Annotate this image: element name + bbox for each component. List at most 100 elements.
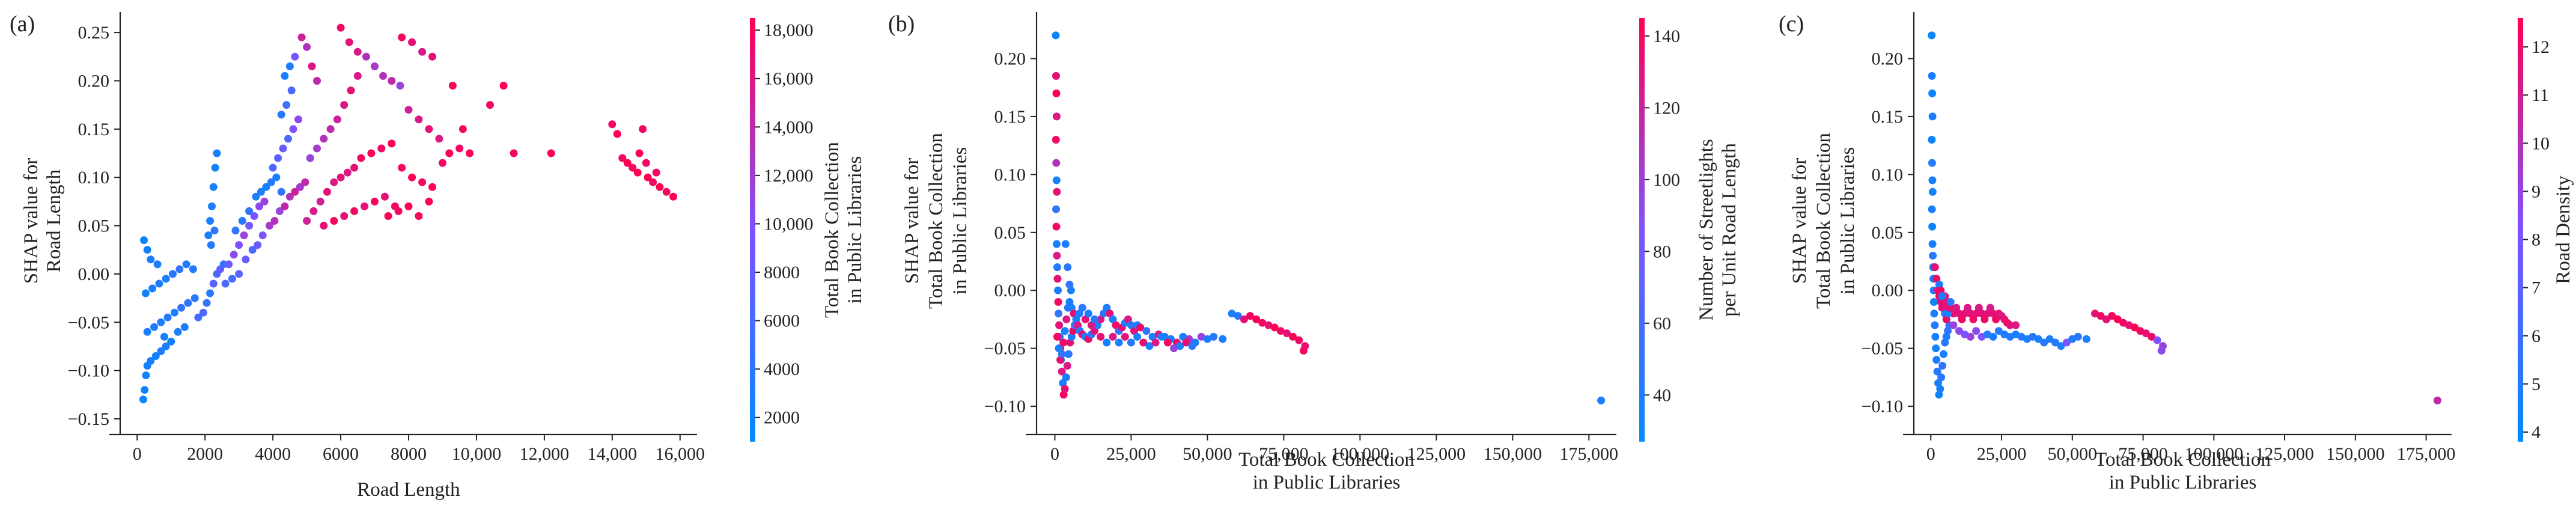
data-point bbox=[208, 202, 216, 210]
data-point bbox=[206, 289, 215, 297]
x-tick-label: 75,000 bbox=[2118, 444, 2168, 464]
data-point bbox=[2062, 338, 2071, 347]
y-tick-label: 0.15 bbox=[1872, 107, 1904, 127]
data-point bbox=[2153, 336, 2161, 344]
data-point bbox=[418, 47, 427, 56]
data-point bbox=[1933, 367, 1941, 376]
colorbar-tick-label: 60 bbox=[1653, 314, 1671, 334]
data-point bbox=[1157, 332, 1166, 341]
data-point bbox=[398, 163, 406, 172]
data-point bbox=[1091, 315, 1098, 323]
data-point bbox=[1062, 373, 1070, 382]
x-axis-label: Total Book Collection bbox=[1238, 449, 1414, 471]
data-point bbox=[1928, 89, 1937, 97]
y-axis-label: in Public Libraries bbox=[949, 147, 971, 295]
data-point bbox=[1061, 385, 1069, 393]
colorbar bbox=[1639, 18, 1645, 442]
data-point bbox=[1064, 350, 1073, 358]
data-point bbox=[2045, 335, 2054, 343]
data-point bbox=[269, 163, 277, 172]
data-point bbox=[343, 168, 352, 177]
data-point bbox=[644, 173, 652, 181]
colorbar-label: Total Book Collection bbox=[821, 142, 843, 318]
data-point bbox=[270, 217, 279, 225]
x-tick-label: 125,000 bbox=[1407, 444, 1466, 464]
data-point bbox=[148, 284, 157, 293]
data-point bbox=[1053, 263, 1061, 272]
data-point bbox=[228, 275, 236, 283]
data-point bbox=[418, 178, 427, 186]
x-tick-label: 175,000 bbox=[1560, 444, 1619, 464]
x-tick-label: 16,000 bbox=[656, 444, 705, 464]
x-tick-label: 12,000 bbox=[520, 444, 570, 464]
data-point bbox=[1055, 309, 1063, 318]
data-point bbox=[202, 299, 211, 307]
data-point bbox=[206, 217, 215, 225]
data-point bbox=[169, 270, 177, 278]
data-point bbox=[2148, 332, 2156, 341]
x-tick-label: 150,000 bbox=[1484, 444, 1542, 464]
data-point bbox=[1087, 321, 1095, 329]
data-point bbox=[1059, 391, 1068, 399]
x-tick-label: 100,000 bbox=[1331, 444, 1390, 464]
colorbar-tick-label: 100 bbox=[1653, 170, 1680, 190]
x-axis-label: Road Length bbox=[357, 479, 460, 501]
x-tick-label: 6000 bbox=[323, 444, 359, 464]
colorbar-tick-label: 12,000 bbox=[764, 166, 814, 186]
y-tick-label: 0.15 bbox=[78, 120, 110, 139]
data-point bbox=[1264, 321, 1273, 329]
data-point bbox=[445, 149, 454, 157]
data-point bbox=[2057, 342, 2065, 350]
data-point bbox=[235, 241, 243, 249]
data-point bbox=[1064, 263, 1072, 272]
data-point bbox=[2130, 323, 2139, 332]
colorbar-tick-label: 7 bbox=[2532, 278, 2541, 298]
data-point bbox=[1994, 327, 2003, 335]
colorbar-label: per Unit Road Length bbox=[1719, 143, 1740, 317]
data-point bbox=[394, 207, 403, 215]
data-point bbox=[1112, 321, 1120, 329]
data-point bbox=[1958, 315, 1966, 323]
data-point bbox=[326, 125, 335, 133]
data-point bbox=[1136, 323, 1145, 332]
data-point bbox=[1053, 187, 1061, 196]
data-point bbox=[1063, 362, 1071, 370]
data-point bbox=[379, 72, 388, 80]
data-point bbox=[656, 183, 664, 191]
data-point bbox=[320, 222, 328, 230]
data-point bbox=[1930, 309, 1938, 318]
data-point bbox=[1942, 332, 1950, 341]
y-tick-label: −0.10 bbox=[1862, 397, 1903, 416]
data-point bbox=[258, 231, 267, 240]
data-point bbox=[1097, 315, 1105, 323]
colorbar-label: Road Density bbox=[2553, 175, 2574, 284]
colorbar-tick-label: 14,000 bbox=[764, 117, 814, 137]
data-point bbox=[1929, 298, 1938, 306]
data-point bbox=[260, 197, 269, 206]
colorbar-tick-label: 11 bbox=[2532, 85, 2549, 105]
data-point bbox=[141, 289, 150, 297]
data-point bbox=[1931, 321, 1939, 329]
data-point bbox=[140, 236, 148, 245]
data-point bbox=[1972, 327, 1981, 335]
data-point bbox=[1055, 344, 1063, 353]
data-point bbox=[1966, 332, 1975, 341]
data-point bbox=[1932, 356, 1941, 364]
data-point bbox=[1219, 335, 1227, 343]
colorbar-tick-label: 8 bbox=[2532, 230, 2541, 250]
data-point bbox=[162, 342, 170, 350]
data-point bbox=[1109, 315, 1117, 323]
x-tick-label: 150,000 bbox=[2326, 444, 2385, 464]
data-point bbox=[1246, 312, 1254, 320]
data-point bbox=[139, 395, 147, 404]
data-point bbox=[384, 212, 392, 220]
data-point bbox=[1270, 323, 1279, 332]
data-point bbox=[1182, 338, 1190, 347]
data-point bbox=[1061, 327, 1069, 335]
x-tick-label: 0 bbox=[1050, 444, 1059, 464]
data-point bbox=[1949, 321, 1958, 329]
data-point bbox=[353, 72, 362, 80]
data-point bbox=[1078, 303, 1086, 312]
data-point bbox=[635, 149, 644, 157]
colorbar-tick-label: 2000 bbox=[764, 408, 800, 428]
